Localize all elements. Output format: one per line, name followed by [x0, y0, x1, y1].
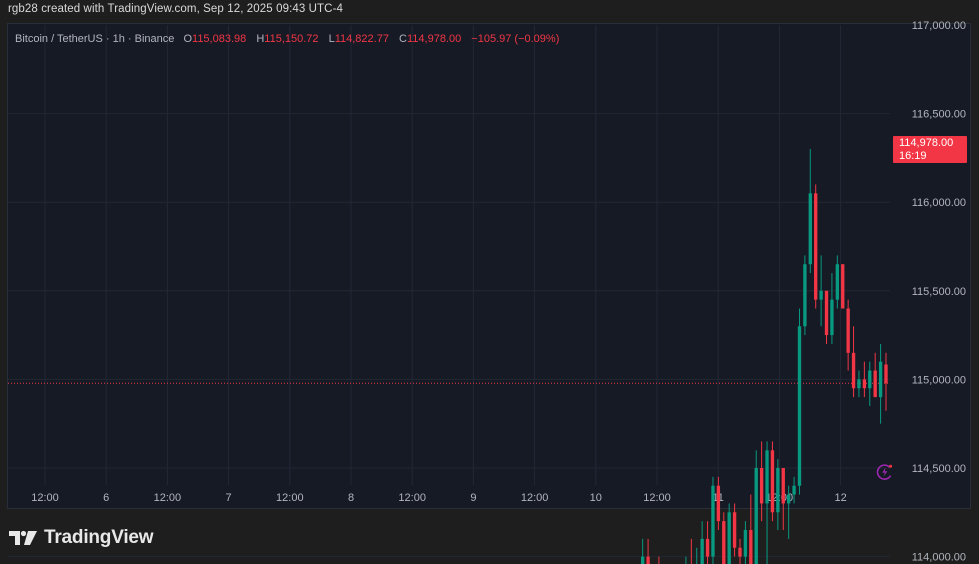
candle: [792, 476, 796, 504]
time-axis-label: 10: [590, 492, 602, 504]
candle: [705, 521, 710, 564]
price-axis-label: 114,000.00: [912, 552, 966, 564]
last-price-tag: 114,978.00 16:19: [893, 136, 967, 163]
bar-countdown: 16:19: [899, 149, 927, 162]
candle: [716, 476, 721, 531]
price-axis-label: 116,500.00: [912, 109, 966, 121]
candle: [696, 547, 698, 564]
candle: [700, 521, 704, 564]
candle: [640, 538, 645, 564]
candle: [776, 459, 780, 531]
candle: [835, 255, 840, 309]
price-axis-label: 115,000.00: [912, 374, 966, 386]
candle: [851, 326, 856, 398]
time-axis-label: 9: [470, 492, 476, 504]
chart-caption: rgb28 created with TradingView.com, Sep …: [8, 3, 344, 15]
open-value: 115,083.98: [192, 33, 247, 45]
candle: [743, 521, 748, 564]
tradingview-logo-icon: [9, 530, 37, 545]
time-axis-label: 12:00: [276, 492, 304, 504]
change-value: −105.97 (−0.09%): [471, 33, 560, 45]
candle: [846, 299, 850, 371]
candle: [786, 485, 791, 539]
price-axis-label: 116,000.00: [912, 197, 966, 209]
time-axis-label: 12: [834, 492, 846, 504]
tradingview-logo[interactable]: TradingView: [9, 527, 154, 549]
low-value: 114,822.77: [334, 33, 389, 45]
candle: [819, 255, 823, 327]
candle: [841, 264, 845, 309]
candle: [727, 503, 731, 564]
candle: [808, 149, 812, 274]
high-value: 115,150.72: [264, 33, 319, 45]
candle: [797, 308, 802, 495]
symbol-label[interactable]: Bitcoin / TetherUS · 1h · Binance: [15, 33, 175, 45]
candle: [857, 370, 861, 398]
candle: [749, 494, 753, 564]
candle: [878, 343, 883, 424]
candle: [690, 538, 692, 564]
candle: [722, 512, 726, 564]
candle: [732, 503, 737, 557]
time-axis-label: 12:00: [398, 492, 426, 504]
time-axis-label: 12:00: [154, 492, 182, 504]
candle: [759, 441, 764, 522]
candle: [868, 361, 872, 406]
price-axis-label: 114,500.00: [912, 463, 966, 475]
candle: [862, 361, 867, 398]
time-axis-label: 6: [103, 492, 109, 504]
candle: [685, 556, 687, 564]
candle: [646, 538, 650, 564]
candle: [738, 538, 742, 564]
candle: [711, 476, 715, 564]
candle: [830, 273, 834, 344]
candle: [803, 255, 807, 336]
price-axis-label: 117,000.00: [912, 20, 966, 32]
candle: [765, 441, 769, 564]
candle: [814, 184, 818, 309]
time-axis-label: 12:00: [521, 492, 549, 504]
time-axis-label: 7: [226, 492, 232, 504]
time-axis-label: 12:00: [31, 492, 59, 504]
candle: [658, 556, 660, 564]
candle: [873, 352, 877, 398]
time-axis-label: 12:00: [643, 492, 671, 504]
close-value: 114,978.00: [406, 33, 462, 45]
time-axis-label: 8: [348, 492, 354, 504]
candle: [770, 441, 775, 522]
last-price: 114,978.00: [899, 137, 954, 149]
candle: [884, 352, 888, 411]
price-axis-label: 115,500.00: [912, 286, 966, 298]
candle: [754, 450, 758, 564]
brand-name: TradingView: [44, 527, 154, 548]
candle: [824, 290, 829, 344]
lightning-bolt-icon[interactable]: [876, 463, 894, 481]
candle: [781, 468, 785, 531]
ohlc-legend: Bitcoin / TetherUS · 1h · Binance O115,0…: [15, 33, 560, 45]
